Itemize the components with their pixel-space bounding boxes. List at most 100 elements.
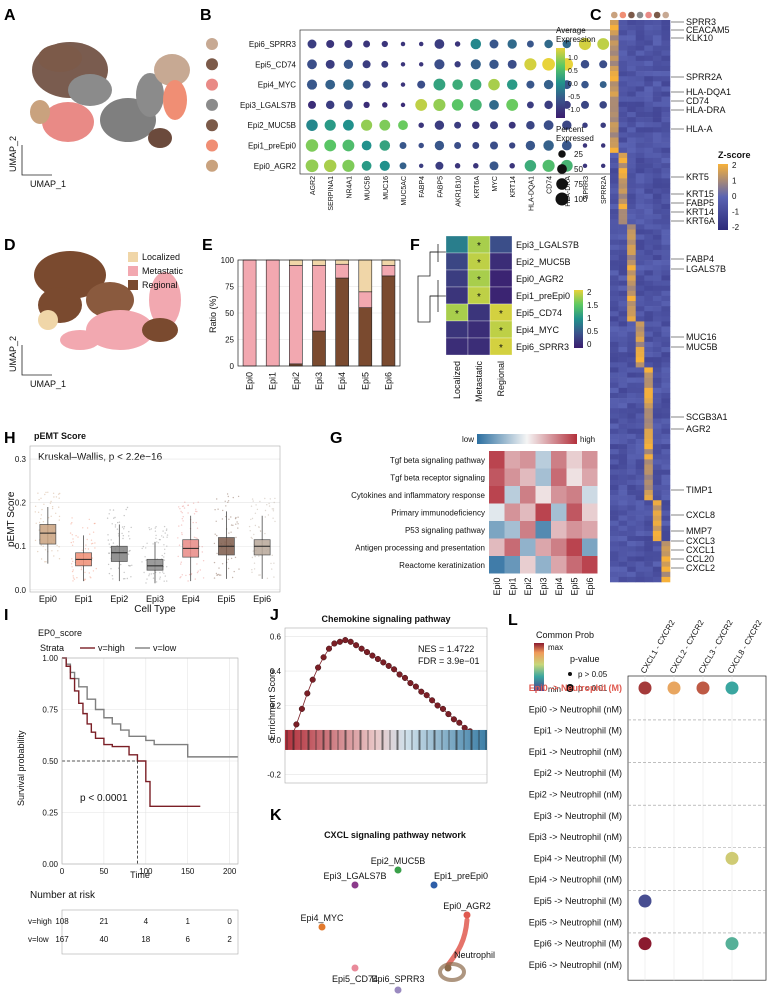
b-gene-label: CD74 <box>547 176 554 194</box>
h-jitter-point <box>70 523 72 525</box>
c-cell <box>652 576 662 583</box>
c-cell <box>644 76 654 82</box>
h-jitter-point <box>128 564 130 567</box>
c-gene-label: SPRR2A <box>686 72 722 82</box>
h-jitter-point <box>267 514 270 516</box>
h-jitter-point <box>230 524 233 526</box>
h-jitter-point <box>188 573 191 576</box>
h-jitter-point <box>216 534 218 537</box>
b-dot <box>435 161 444 170</box>
c-cell <box>627 71 637 77</box>
c-cell <box>627 444 637 450</box>
c-cell <box>635 219 645 225</box>
h-jitter-point <box>270 562 272 565</box>
c-cell <box>610 392 619 399</box>
h-jitter-point <box>77 536 79 538</box>
h-jitter-point <box>155 581 158 583</box>
c-cell <box>610 60 619 67</box>
b-gene-label: MUC5AC <box>401 176 408 206</box>
h-jitter-point <box>196 510 198 513</box>
c-cell <box>610 157 619 164</box>
h-jitter-point <box>163 552 166 555</box>
h-jitter-point <box>52 492 55 494</box>
l-pvalue-item: p > 0.05 <box>578 670 608 679</box>
h-jitter-point <box>215 572 218 575</box>
c-cell <box>661 510 671 516</box>
c-cell <box>652 290 662 297</box>
h-jitter-point <box>163 544 165 546</box>
h-jitter-point <box>181 518 183 520</box>
h-jitter-point <box>121 532 123 535</box>
c-cell <box>652 249 662 256</box>
h-jitter-point <box>180 561 182 563</box>
c-cell <box>635 178 645 184</box>
h-jitter-point <box>112 509 115 511</box>
c-cell <box>627 484 637 491</box>
h-jitter-point <box>71 544 74 546</box>
c-cell <box>644 137 654 143</box>
f-row-label: Epi0_AGR2 <box>516 274 564 284</box>
c-cell <box>644 459 654 465</box>
b-dot <box>325 79 336 90</box>
c-cell <box>627 249 637 256</box>
h-jitter-point <box>108 543 111 545</box>
c-cell <box>661 111 671 118</box>
h-jitter-point <box>181 512 183 514</box>
h-jitter-point <box>196 537 198 540</box>
j-title: Chemokine signaling pathway <box>321 614 450 624</box>
c-cell <box>635 500 645 506</box>
h-ytick: 0.2 <box>15 499 27 508</box>
h-xtick: Epi2 <box>110 594 128 604</box>
h-jitter-point <box>88 572 91 574</box>
c-cell <box>644 260 654 266</box>
c-cell <box>627 428 637 435</box>
l-pvalue-title: p-value <box>570 654 600 664</box>
c-cell <box>627 520 637 527</box>
b-dot <box>379 140 391 151</box>
b-row-swatch <box>206 58 218 71</box>
c-cell <box>635 290 645 297</box>
b-dot <box>433 98 446 111</box>
c-cell <box>652 224 662 230</box>
e-bar-segment <box>358 307 373 367</box>
c-cell <box>644 387 654 394</box>
c-cell <box>661 55 671 62</box>
c-cell <box>644 530 654 537</box>
b-dot <box>543 79 554 90</box>
c-cell <box>635 203 645 210</box>
h-jitter-point <box>35 522 37 524</box>
c-cell <box>644 132 654 138</box>
h-jitter-point <box>202 560 205 562</box>
g-cell <box>551 486 567 504</box>
c-cell <box>635 576 645 583</box>
b-gene-label: SPRR3 <box>583 176 590 199</box>
c-cell <box>610 515 619 521</box>
panel-b-dotplot: Epi6_SPRR3Epi5_CD74Epi4_MYCEpi3_LGALS7BE… <box>206 26 633 211</box>
c-cell <box>635 336 645 343</box>
c-cell <box>627 433 637 440</box>
c-cell <box>635 551 645 557</box>
c-cell <box>627 81 637 87</box>
c-cell <box>635 117 645 123</box>
c-cell <box>635 484 645 491</box>
c-cell <box>644 40 654 46</box>
c-cell <box>661 224 671 230</box>
h-jitter-point <box>163 525 166 528</box>
c-cell <box>644 382 654 389</box>
c-cell <box>652 157 662 164</box>
c-cell <box>652 403 662 409</box>
h-jitter-point <box>57 493 60 495</box>
g-cell <box>504 468 520 486</box>
c-cell <box>661 76 671 82</box>
l-row-label: Epi0 -> Neutrophil (nM) <box>529 704 622 714</box>
h-jitter-point <box>37 511 40 513</box>
f-cell <box>489 286 513 305</box>
c-cell <box>618 367 628 373</box>
c-cell <box>652 484 662 491</box>
c-cell <box>635 510 645 516</box>
g-cell <box>582 556 598 574</box>
h-jitter-point <box>93 522 96 525</box>
h-jitter-point <box>259 574 261 576</box>
c-cell <box>618 50 628 57</box>
i-ytick: 0.75 <box>42 706 58 715</box>
